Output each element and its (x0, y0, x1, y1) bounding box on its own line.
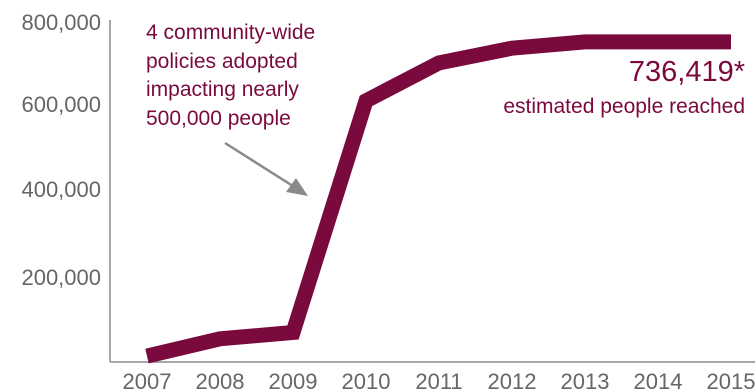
total-value: 736,419* (629, 56, 745, 88)
x-tick-labels: 2007 2008 2009 2010 2011 2012 2013 2014 2015 (123, 369, 755, 392)
y-tick-label: 800,000 (21, 10, 101, 35)
x-tick-label: 2014 (634, 369, 683, 392)
x-tick-label: 2010 (342, 369, 391, 392)
y-tick-label: 200,000 (21, 265, 101, 290)
x-axis: 2007 2008 2009 2010 2011 2012 2013 2014 2015 (110, 361, 755, 392)
annotation-arrow (224, 141, 308, 196)
x-tick-label: 2013 (561, 369, 610, 392)
policy-annotation-line: 4 community-wide (146, 21, 315, 44)
x-tick-label: 2007 (123, 369, 172, 392)
policy-annotation-line: 500,000 people (146, 107, 291, 130)
people-reached-line (145, 34, 731, 364)
policy-annotation-line: policies adopted (146, 50, 298, 73)
y-axis: 200,000 400,000 600,000 800,000 (21, 10, 111, 362)
x-tick-label: 2011 (415, 369, 462, 392)
policy-annotation-line: impacting nearly (146, 78, 299, 101)
annotation-arrow-head (286, 178, 308, 196)
x-tick-label: 2012 (488, 369, 537, 392)
policy-annotation: 4 community-wide policies adopted impact… (146, 21, 315, 130)
annotation-arrow-shaft (224, 141, 297, 190)
y-tick-label: 400,000 (21, 177, 101, 202)
x-tick-label: 2008 (196, 369, 245, 392)
x-tick-label: 2015 (707, 369, 755, 392)
x-tick-label: 2009 (269, 369, 318, 392)
y-tick-label: 600,000 (21, 92, 101, 117)
total-label: estimated people reached (503, 95, 745, 118)
